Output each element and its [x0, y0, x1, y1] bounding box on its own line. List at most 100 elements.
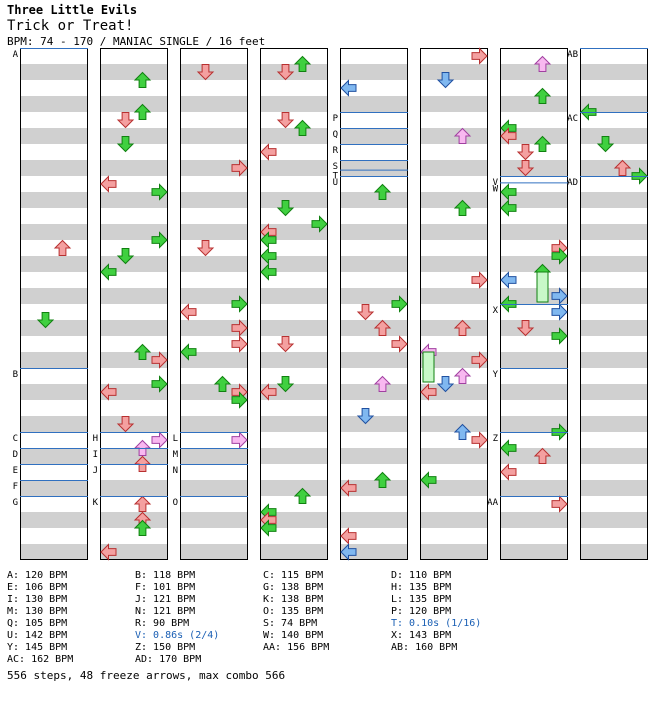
- step-arrow: [133, 103, 152, 120]
- bpm-legend-entry: M: 130 BPM: [7, 606, 68, 617]
- step-arrow: [276, 112, 295, 129]
- bpm-legend-entry: I: 130 BPM: [7, 594, 68, 605]
- step-arrow: [231, 391, 248, 409]
- chart-summary: 556 steps, 48 freeze arrows, max combo 5…: [7, 669, 286, 682]
- step-arrow: [453, 199, 472, 216]
- tempo-marker-label: N: [173, 466, 178, 476]
- step-arrow: [340, 527, 357, 545]
- step-arrow: [471, 431, 488, 449]
- step-arrow: [151, 351, 168, 369]
- step-arrow: [596, 136, 615, 153]
- step-arrow: [551, 247, 568, 265]
- tempo-marker-label: T: [333, 172, 339, 182]
- step-arrow: [453, 423, 472, 440]
- step-arrow: [231, 431, 248, 449]
- step-arrow: [231, 319, 248, 337]
- step-arrow: [356, 408, 375, 425]
- bpm-legend-entry: T: 0.10s (1/16): [391, 618, 482, 629]
- step-arrow: [500, 183, 517, 201]
- tempo-marker-label: X: [493, 306, 499, 316]
- step-arrow: [453, 367, 472, 384]
- tempo-marker-label: P: [333, 114, 339, 124]
- bpm-legend-entry: D: 110 BPM: [391, 570, 452, 581]
- step-arrow: [356, 304, 375, 321]
- step-arrow: [53, 239, 72, 256]
- tempo-marker-label: H: [93, 434, 98, 444]
- freeze-arrow: [536, 271, 549, 303]
- step-arrow: [500, 463, 517, 481]
- step-arrow: [133, 71, 152, 88]
- step-arrow: [551, 303, 568, 321]
- bpm-legend-entry: F: 101 BPM: [135, 582, 196, 593]
- step-arrow: [420, 471, 437, 489]
- step-arrow: [260, 383, 277, 401]
- chart-column: [420, 48, 488, 560]
- step-arrow: [151, 431, 168, 449]
- chart-column: [20, 48, 88, 560]
- step-arrow: [276, 336, 295, 353]
- step-arrow: [311, 215, 328, 233]
- tempo-marker-label: S: [333, 162, 338, 172]
- chart-column: [100, 48, 168, 560]
- step-arrow: [391, 335, 408, 353]
- tempo-marker-label: Y: [493, 370, 499, 380]
- step-arrow: [373, 471, 392, 488]
- step-arrow: [116, 416, 135, 433]
- step-arrow: [516, 160, 535, 177]
- bpm-legend-entry: Y: 145 BPM: [7, 642, 68, 653]
- bpm-legend-entry: R: 90 BPM: [135, 618, 190, 629]
- step-arrow: [231, 335, 248, 353]
- step-arrow: [231, 159, 248, 177]
- step-arrow: [373, 375, 392, 392]
- chart-column: [260, 48, 328, 560]
- step-arrow: [551, 287, 568, 305]
- step-arrow: [516, 320, 535, 337]
- step-arrow: [373, 183, 392, 200]
- step-arrow: [453, 127, 472, 144]
- tempo-marker-label: B: [13, 370, 18, 380]
- step-arrow: [340, 79, 357, 97]
- tempo-marker-label: E: [13, 466, 18, 476]
- tempo-marker-label: W: [493, 184, 499, 194]
- step-arrow: [293, 55, 312, 72]
- step-arrow: [100, 543, 117, 561]
- step-arrow: [500, 127, 517, 145]
- step-arrow: [151, 375, 168, 393]
- bpm-legend-entry: K: 138 BPM: [263, 594, 324, 605]
- tempo-marker-label: Q: [333, 130, 338, 140]
- tempo-marker-label: AB: [567, 50, 578, 60]
- step-arrow: [196, 240, 215, 257]
- bpm-legend-entry: S: 74 BPM: [263, 618, 318, 629]
- step-arrow: [391, 295, 408, 313]
- song-title: Trick or Treat!: [7, 18, 134, 34]
- step-arrow: [471, 47, 488, 65]
- step-arrow: [196, 64, 215, 81]
- step-arrow: [260, 143, 277, 161]
- tempo-marker-label: AA: [487, 498, 498, 508]
- song-info: BPM: 74 - 170 / MANIAC SINGLE / 16 feet: [7, 35, 266, 48]
- step-arrow: [151, 231, 168, 249]
- step-arrow: [340, 543, 357, 561]
- tempo-marker-label: J: [93, 466, 98, 476]
- bpm-legend-entry: L: 135 BPM: [391, 594, 452, 605]
- step-arrow: [100, 175, 117, 193]
- step-arrow: [471, 351, 488, 369]
- step-arrow: [453, 319, 472, 336]
- step-arrow: [276, 376, 295, 393]
- step-arrow: [551, 327, 568, 345]
- tempo-marker-label: F: [13, 482, 18, 492]
- bpm-legend-entry: AC: 162 BPM: [7, 654, 74, 665]
- step-arrow: [133, 343, 152, 360]
- step-arrow: [100, 263, 117, 281]
- step-arrow: [516, 144, 535, 161]
- step-arrow: [36, 312, 55, 329]
- step-arrow: [340, 479, 357, 497]
- step-arrow: [276, 200, 295, 217]
- tempo-marker-label: G: [13, 498, 18, 508]
- tempo-marker-label: L: [173, 434, 178, 444]
- step-arrow: [100, 383, 117, 401]
- bpm-legend-entry: Q: 105 BPM: [7, 618, 68, 629]
- tempo-marker-label: AC: [567, 114, 578, 124]
- bpm-legend-entry: N: 121 BPM: [135, 606, 196, 617]
